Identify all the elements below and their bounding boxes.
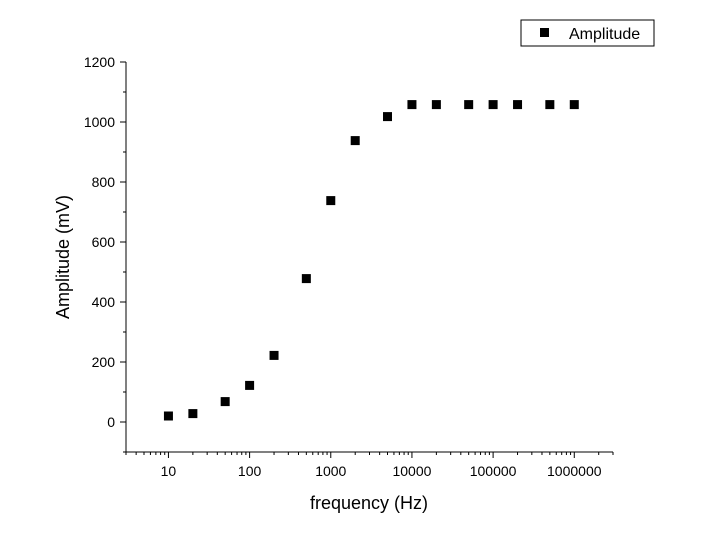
- data-point: [431, 100, 441, 110]
- legend-label: Amplitude: [569, 26, 640, 43]
- data-point: [464, 100, 474, 110]
- data-point: [326, 196, 336, 206]
- legend: Amplitude: [520, 19, 655, 47]
- y-tick-label: 800: [92, 174, 116, 190]
- y-axis-title: Amplitude (mV): [53, 195, 73, 319]
- data-point: [163, 411, 173, 421]
- plot-frame: [125, 62, 613, 453]
- x-tick-label: 100000: [470, 463, 517, 479]
- data-point: [188, 409, 198, 419]
- y-tick-label: 400: [92, 294, 116, 310]
- y-tick-label: 600: [92, 234, 116, 250]
- data-point: [220, 397, 230, 407]
- legend-marker: [540, 28, 549, 37]
- y-tick-label: 1200: [84, 54, 115, 70]
- data-point: [569, 100, 579, 110]
- x-tick-label: 10: [161, 463, 177, 479]
- x-tick-label: 1000000: [547, 463, 602, 479]
- data-point: [269, 350, 279, 360]
- y-tick-label: 1000: [84, 114, 115, 130]
- data-point: [407, 100, 417, 110]
- x-axis-title: frequency (Hz): [310, 493, 428, 513]
- data-point: [545, 100, 555, 110]
- data-point: [301, 274, 311, 284]
- data-point: [513, 100, 523, 110]
- y-tick-label: 200: [92, 354, 116, 370]
- x-tick-label: 1000: [315, 463, 346, 479]
- x-tick-label: 100: [238, 463, 262, 479]
- x-tick-label: 10000: [392, 463, 431, 479]
- data-point: [383, 112, 393, 122]
- data-point: [488, 100, 498, 110]
- data-markers: [163, 100, 579, 421]
- y-tick-label: 0: [107, 414, 115, 430]
- data-point: [245, 380, 255, 390]
- x-axis-ticks: 10 100 1000 10000 100000 1000000: [125, 452, 614, 479]
- data-point: [350, 136, 360, 146]
- y-axis-ticks: 0 200 400 600 800 1000 1200: [84, 54, 126, 453]
